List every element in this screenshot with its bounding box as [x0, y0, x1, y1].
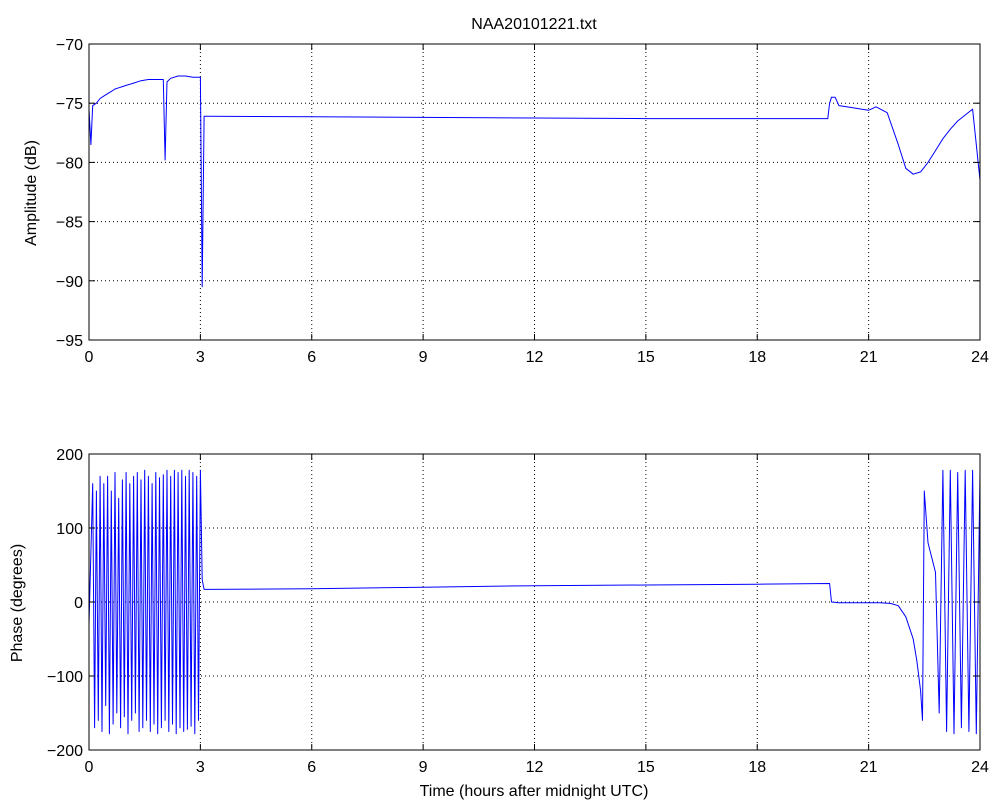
amplitude-x-tick-label: 18 [748, 349, 766, 366]
amplitude-x-tick-label: 15 [637, 349, 655, 366]
phase-series-line [88, 469, 981, 735]
amplitude-x-tick-label: 21 [860, 349, 878, 366]
phase-x-tick-label: 21 [860, 759, 878, 776]
phase-y-tick-label: 100 [56, 521, 83, 538]
amplitude-y-tick-label: −80 [56, 155, 83, 172]
phase-x-tick-label: 3 [196, 759, 205, 776]
phase-x-axis-label: Time (hours after midnight UTC) [420, 783, 649, 800]
phase-x-tick-label: 12 [526, 759, 544, 776]
phase-x-tick-label: 0 [85, 759, 94, 776]
amplitude-y-tick-label: −85 [56, 215, 83, 232]
phase-x-tick-label: 15 [637, 759, 655, 776]
phase-y-axis-label: Phase (degrees) [9, 544, 26, 662]
amplitude-x-tick-label: 0 [85, 349, 94, 366]
amplitude-y-tick-label: −90 [56, 274, 83, 291]
phase-plot: Phase (degrees) Time (hours after midnig… [9, 447, 989, 800]
amplitude-y-tick-label: −95 [56, 333, 83, 350]
phase-x-tick-label: 9 [419, 759, 428, 776]
phase-y-tick-label: −200 [47, 743, 83, 760]
phase-x-tick-label: 24 [971, 759, 989, 776]
amplitude-x-tick-label: 9 [419, 349, 428, 366]
amplitude-x-tick-label: 3 [196, 349, 205, 366]
amplitude-series-line [88, 75, 981, 288]
amplitude-y-axis-label: Amplitude (dB) [23, 140, 40, 246]
phase-y-tick-label: 200 [56, 447, 83, 464]
amplitude-x-tick-label: 24 [971, 349, 989, 366]
phase-y-tick-label: 0 [74, 595, 83, 612]
amplitude-y-tick-label: −70 [56, 37, 83, 54]
amplitude-plot: Amplitude (dB) 0 3 6 9 12 15 18 21 24 −95 −90 −85 −8… [23, 37, 989, 366]
chart-title: NAA20101221.txt [471, 16, 597, 33]
amplitude-x-tick-label: 12 [526, 349, 544, 366]
phase-x-tick-label: 18 [748, 759, 766, 776]
phase-x-tick-label: 6 [307, 759, 316, 776]
amplitude-y-tick-label: −75 [56, 96, 83, 113]
amplitude-x-tick-label: 6 [307, 349, 316, 366]
phase-y-tick-label: −100 [47, 669, 83, 686]
